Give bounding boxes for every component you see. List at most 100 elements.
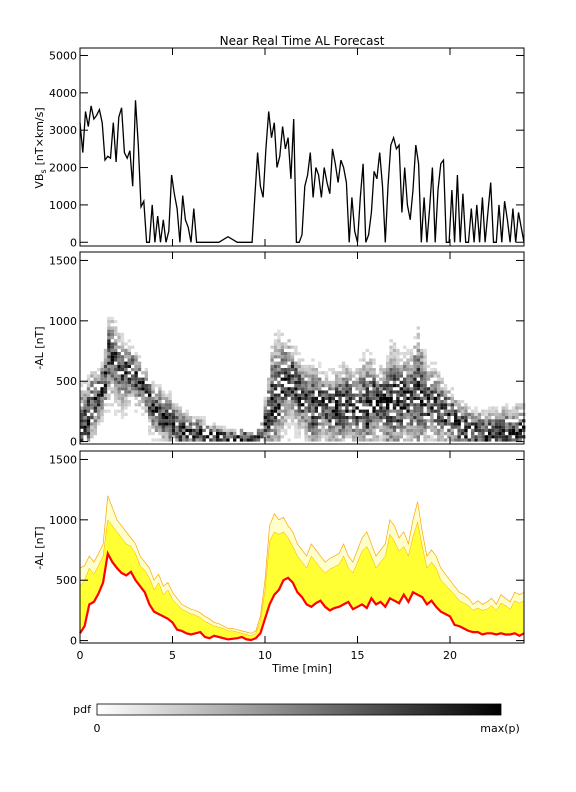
- pdf-cell: [120, 355, 125, 359]
- pdf-cell: [437, 432, 441, 436]
- pdf-cell: [161, 432, 165, 436]
- pdf-cell: [270, 387, 274, 391]
- pdf-cell: [474, 416, 478, 420]
- pdf-cell: [165, 422, 169, 426]
- pdf-cell: [321, 422, 325, 426]
- pdf-cell: [355, 387, 359, 391]
- pdf-cell: [284, 393, 288, 397]
- pdf-cell: [324, 409, 329, 413]
- pdf-cell: [294, 368, 298, 372]
- pdf-cell: [406, 348, 410, 352]
- vbs-y-tick-label: 4000: [49, 87, 77, 100]
- pdf-cell: [83, 428, 87, 432]
- pdf-cell: [321, 416, 325, 420]
- pdf-cell: [464, 428, 468, 432]
- pdf-cell: [430, 393, 434, 397]
- pdf-cell: [474, 419, 478, 423]
- pdf-cell: [392, 352, 397, 356]
- pdf-cell: [389, 390, 393, 394]
- pdf-cell: [379, 384, 383, 388]
- pdf-cell: [443, 387, 448, 391]
- pdf-cell: [358, 396, 363, 400]
- pdf-cell: [423, 368, 427, 372]
- pdf-cell: [365, 364, 369, 368]
- pdf-cell: [114, 374, 118, 378]
- pdf-cell: [280, 403, 284, 407]
- pdf-cell: [505, 409, 509, 413]
- pdf-cell: [389, 364, 393, 368]
- pdf-cell: [294, 390, 298, 394]
- pdf-cell: [488, 419, 492, 423]
- pdf-cell: [267, 412, 271, 416]
- pdf-cell: [403, 412, 407, 416]
- pdf-cell: [86, 384, 91, 388]
- pdf-cell: [409, 364, 414, 368]
- pdf-cell: [124, 387, 128, 391]
- pdf-cell: [195, 435, 199, 439]
- pdf-cell: [192, 438, 196, 442]
- pdf-cell: [120, 380, 125, 384]
- pdf-cell: [389, 438, 393, 442]
- pdf-cell: [511, 425, 516, 429]
- pdf-cell: [97, 403, 101, 407]
- pdf-cell: [318, 435, 322, 439]
- pdf-cell: [416, 342, 420, 346]
- pdf-cell: [335, 393, 339, 397]
- pdf-cell: [114, 355, 118, 359]
- pdf-cell: [273, 422, 278, 426]
- pdf-cell: [294, 435, 298, 439]
- pdf-cell: [341, 387, 346, 391]
- pdf-cell: [148, 419, 152, 423]
- pdf-cell: [110, 364, 114, 368]
- pdf-cell: [511, 432, 516, 436]
- pdf-cell: [375, 400, 380, 404]
- pdf-cell: [107, 374, 111, 378]
- pdf-cell: [372, 368, 376, 372]
- pdf-cell: [114, 380, 118, 384]
- pdf-cell: [284, 390, 288, 394]
- pdf-cell: [290, 361, 295, 365]
- x-axis-ticks: 0 5 10 15 20: [77, 48, 457, 662]
- pdf-cell: [311, 400, 315, 404]
- pdf-cell: [409, 419, 414, 423]
- pdf-cell: [375, 409, 380, 413]
- pdf-cell: [362, 393, 366, 397]
- pdf-cell: [450, 387, 454, 391]
- pdf-cell: [420, 387, 424, 391]
- pdf-cell: [443, 409, 448, 413]
- al-forecast-plot-frame: [79, 450, 525, 644]
- pdf-cell: [508, 432, 512, 436]
- pdf-cell: [389, 384, 393, 388]
- pdf-cell: [406, 358, 410, 362]
- vbs-series-line: [79, 100, 525, 243]
- pdf-cell: [273, 345, 278, 349]
- pdf-cell: [362, 416, 366, 420]
- pdf-cell: [352, 380, 356, 384]
- pdf-cell: [440, 403, 444, 407]
- al-forecast-y-axis-label: -AL [nT]: [33, 526, 46, 569]
- pdf-cell: [154, 393, 159, 397]
- pdf-cell: [301, 416, 305, 420]
- pdf-cell: [338, 387, 342, 391]
- pdf-cell: [301, 412, 305, 416]
- pdf-cell: [134, 358, 138, 362]
- pdf-cell: [290, 400, 295, 404]
- pdf-cell: [505, 403, 509, 407]
- pdf-cell: [270, 396, 274, 400]
- pdf-cell: [318, 432, 322, 436]
- pdf-cell: [114, 368, 118, 372]
- pdf-cell: [406, 390, 410, 394]
- pdf-cell: [158, 422, 162, 426]
- pdf-cell: [270, 412, 274, 416]
- pdf-cell: [396, 371, 400, 375]
- pdf-cell: [114, 390, 118, 394]
- pdf-cell: [365, 403, 369, 407]
- pdf-cell: [375, 374, 380, 378]
- pdf-cell: [294, 425, 298, 429]
- pdf-cell: [260, 422, 264, 426]
- pdf-cell: [406, 412, 410, 416]
- pdf-cell: [515, 432, 519, 436]
- pdf-cell: [501, 419, 505, 423]
- pdf-cell: [365, 412, 369, 416]
- pdf-cell: [273, 416, 278, 420]
